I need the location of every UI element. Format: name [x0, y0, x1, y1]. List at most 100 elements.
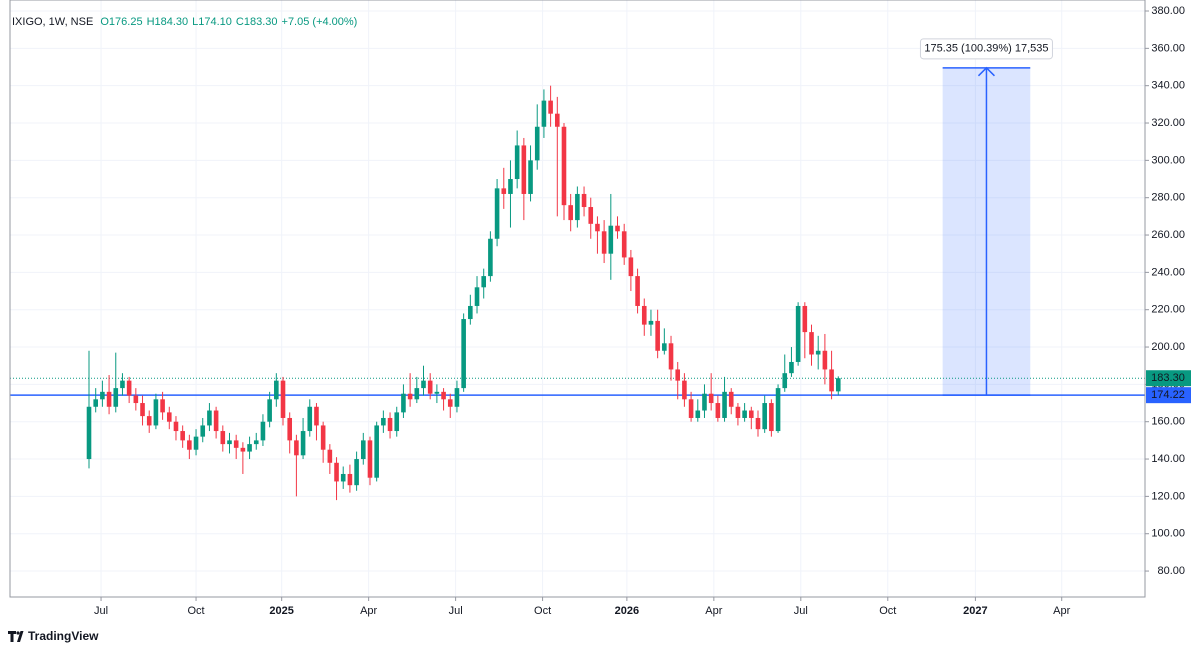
candle-body [367, 440, 373, 478]
candle-body [474, 287, 480, 306]
ohlc-value: O176.25 [100, 16, 142, 28]
y-tick-label: 380.00 [1151, 5, 1185, 17]
candle-body [120, 380, 125, 389]
x-tick-label: Oct [879, 605, 896, 617]
candle-body [173, 421, 179, 432]
candle-body [180, 431, 185, 441]
hline-badge [1146, 387, 1191, 404]
y-tick-label: 200.00 [1151, 341, 1185, 353]
ohlc-value: L174.10 [192, 16, 232, 28]
candle-body [755, 417, 761, 430]
candle-body [815, 350, 821, 355]
candle-body [307, 406, 313, 432]
brand-logo [8, 631, 24, 642]
y-tick-label: 80.00 [1157, 565, 1185, 577]
candle-body [387, 417, 393, 432]
candle-body [427, 380, 433, 394]
candle-body [568, 205, 573, 221]
candle-body [769, 403, 774, 432]
candle-body [160, 399, 165, 413]
candle-body [287, 417, 293, 441]
candle-body [521, 145, 527, 194]
candle-body [314, 406, 319, 426]
candle-body [247, 444, 252, 452]
y-tick-label: 220.00 [1151, 304, 1185, 316]
candle-body [534, 126, 540, 161]
candle-body [775, 388, 781, 432]
candle-body [113, 388, 119, 407]
candle-body [608, 225, 614, 254]
x-tick-label: Oct [187, 605, 204, 617]
axes: 80.00100.00120.00140.00160.00180.00200.0… [94, 5, 1191, 617]
candle-body [401, 393, 406, 413]
candle-body [635, 276, 640, 306]
candle-body [762, 403, 767, 430]
y-tick-label: 240.00 [1151, 266, 1185, 278]
candle-body [662, 343, 667, 351]
candle-body [381, 417, 386, 426]
ohlc: O176.25 H184.30 L174.10 C183.30 +7.05 (+4.00… [100, 16, 357, 28]
ohlc-value: +7.05 (+4.00%) [282, 16, 358, 28]
measure-label: 175.35 (100.39%) 17,535 [924, 43, 1048, 55]
candle-body [347, 473, 353, 486]
candle-body [514, 145, 520, 180]
plot-border [9, 0, 1146, 598]
candle-body [153, 399, 159, 426]
hline-label: 174.22 [1151, 389, 1185, 401]
candle-body [207, 410, 212, 426]
candle-body [809, 332, 814, 355]
candle-body [648, 320, 654, 325]
candle-body [789, 361, 794, 374]
candle-body [641, 305, 647, 325]
candle-body [795, 305, 801, 362]
candle-body [835, 378, 841, 392]
candle-body [233, 440, 239, 448]
candle-body [193, 436, 199, 450]
candle-body [554, 113, 560, 127]
candle-body [595, 223, 600, 232]
candle-body [715, 403, 721, 418]
y-tick-label: 300.00 [1151, 154, 1185, 166]
candle-body [133, 395, 139, 404]
candle-body [166, 412, 172, 422]
last-price-badge [1146, 370, 1191, 387]
candle-body [280, 380, 286, 418]
candle-body [728, 391, 734, 407]
ohlc-value: C183.30 [236, 16, 278, 28]
candle-body [240, 447, 246, 452]
candle-body [782, 373, 788, 389]
ohlc-value: H184.30 [147, 16, 189, 28]
candle-body [394, 412, 400, 432]
candle-body [360, 440, 366, 460]
x-tick-label: Apr [1053, 605, 1070, 617]
candle-body [695, 410, 701, 418]
candle-body [300, 431, 306, 456]
candle-body [434, 391, 440, 394]
candle-body [588, 207, 594, 224]
x-tick-label: Oct [534, 605, 551, 617]
candle-body [742, 410, 747, 418]
candle-body [100, 391, 105, 400]
symbol: IXIGO, 1W, NSE [12, 16, 93, 28]
candle-body [749, 410, 754, 418]
y-tick-label: 160.00 [1151, 416, 1185, 428]
measure-label-box [919, 38, 1053, 60]
candle-body [227, 440, 232, 445]
legend: IXIGO, 1W, NSE O176.25 H184.30 L174.10 C183… [12, 16, 357, 28]
plot: 175.35 (100.39%) 17,535 [10, 38, 1145, 501]
candle-body [374, 425, 379, 478]
candle-body [702, 393, 707, 411]
candle-body [421, 380, 426, 389]
candle-body [541, 100, 547, 127]
candle-body [200, 425, 206, 437]
candle-body [708, 393, 714, 404]
x-tick-label: 2025 [269, 605, 293, 617]
candle-body [468, 305, 473, 320]
candle-body [253, 440, 259, 445]
candle-body [601, 231, 607, 254]
candle-body [294, 440, 299, 456]
x-tick-label: Jul [94, 605, 108, 617]
candle-body [501, 188, 507, 194]
candle-body [615, 225, 620, 232]
